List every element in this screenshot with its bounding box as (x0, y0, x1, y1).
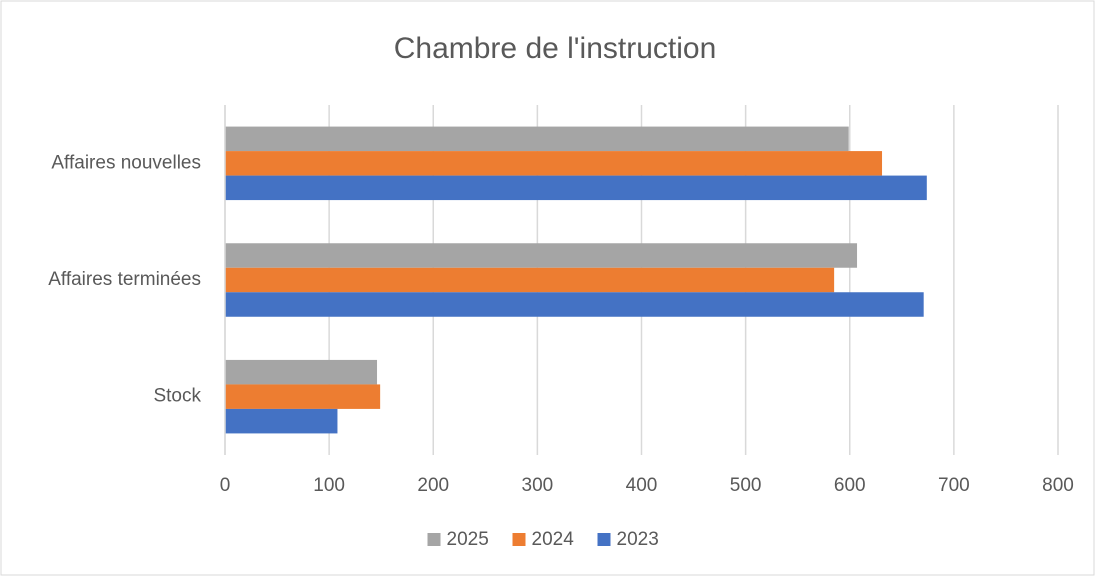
bar (225, 151, 883, 176)
x-tick-label: 0 (220, 475, 231, 496)
y-tick-label: Stock (153, 386, 201, 407)
legend-label: 2024 (532, 529, 575, 550)
x-tick-label: 600 (834, 475, 866, 496)
bar (225, 359, 378, 385)
legend-swatch (597, 533, 611, 546)
y-tick-label: Affaires terminées (48, 269, 201, 290)
legend-label: 2025 (447, 529, 489, 550)
bar (225, 292, 924, 317)
bar (225, 243, 858, 268)
y-tick-label: Affaires nouvelles (51, 152, 201, 173)
bar (225, 408, 338, 434)
x-tick-label: 200 (417, 475, 449, 496)
legend-label: 2023 (617, 529, 659, 550)
x-tick-label: 100 (313, 475, 345, 496)
bar (225, 126, 849, 152)
legend-swatch (512, 533, 526, 546)
x-tick-label: 400 (626, 475, 658, 496)
bar (225, 267, 835, 293)
x-tick-label: 800 (1042, 475, 1074, 496)
bar (225, 175, 927, 201)
x-tick-label: 700 (938, 475, 970, 496)
legend-swatch (427, 533, 441, 546)
bar (225, 384, 381, 409)
chart-title: Chambre de l'instruction (394, 32, 717, 65)
x-tick-label: 300 (522, 475, 554, 496)
x-tick-label: 500 (730, 475, 762, 496)
